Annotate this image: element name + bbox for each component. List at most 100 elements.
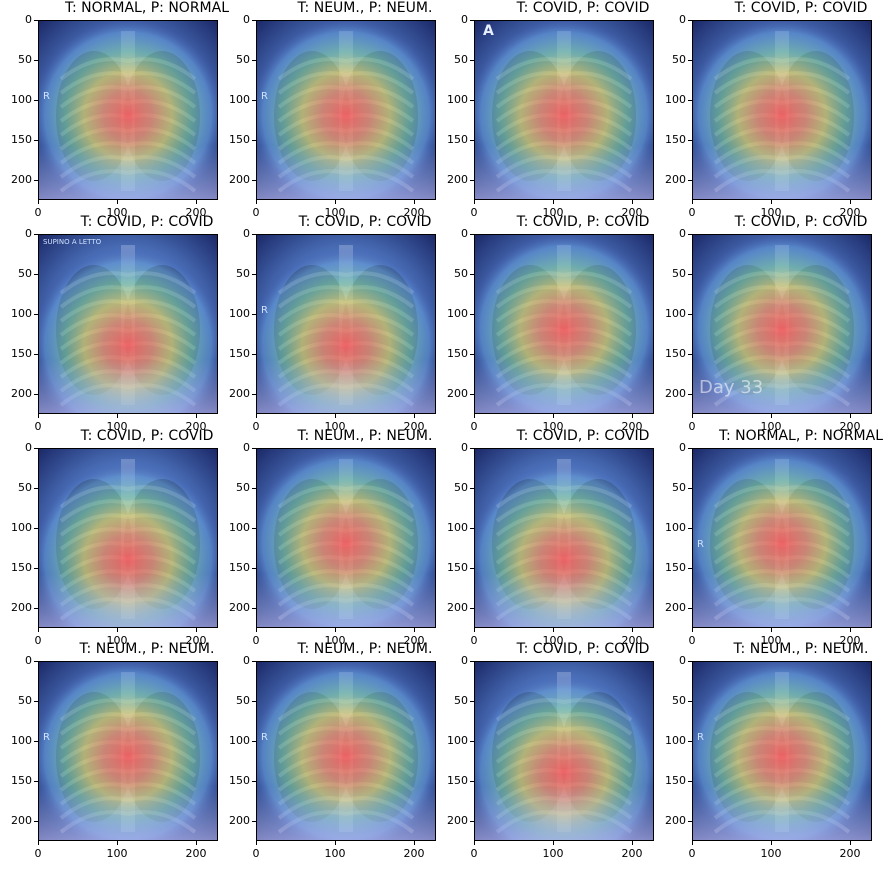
panel-title: T: COVID, P: COVID [734, 0, 868, 16]
x-tick-label: 0 [677, 841, 707, 860]
heatmap-panel: T: NEUM., P: NEUM. R 0 50 100 150 200 0 100 200 [229, 641, 474, 879]
image-overlay-label: R [43, 91, 50, 102]
image-overlay-label: R [261, 732, 268, 743]
x-tick-label: 200 [617, 414, 647, 433]
x-tick-label: 100 [102, 841, 132, 860]
xray-heatmap-image: R [38, 661, 218, 841]
x-tick-label: 0 [241, 414, 271, 433]
y-tick-label: 200 [11, 814, 38, 827]
panel-title: T: NEUM., P: NEUM. [79, 641, 215, 657]
panel-title: T: COVID, P: COVID [80, 428, 214, 444]
y-tick-label: 50 [10, 53, 38, 66]
y-tick-label: 200 [229, 601, 256, 614]
y-tick-label: 50 [10, 694, 38, 707]
y-tick-label: 150 [11, 774, 38, 787]
y-tick-label: 200 [11, 173, 38, 186]
x-tick-label: 100 [102, 628, 132, 647]
y-tick-label: 200 [11, 601, 38, 614]
y-tick-label: 50 [228, 267, 256, 280]
y-tick-label: 150 [229, 774, 256, 787]
panel-title: T: NEUM., P: NEUM. [297, 428, 433, 444]
y-tick-label: 50 [446, 694, 474, 707]
xray-heatmap-image: R [256, 661, 436, 841]
x-tick-label: 200 [399, 200, 429, 219]
y-tick-label: 50 [228, 481, 256, 494]
x-tick-label: 0 [459, 200, 489, 219]
panel-title: T: NEUM., P: NEUM. [297, 0, 433, 16]
y-tick-label: 100 [665, 734, 692, 747]
panel-title: T: NORMAL, P: NORMAL [718, 428, 884, 444]
y-tick-label: 150 [447, 347, 474, 360]
y-tick-label: 100 [11, 307, 38, 320]
heatmap-panel: T: NEUM., P: NEUM. R 0 50 100 150 200 0 100 200 [11, 641, 256, 879]
y-tick-label: 0 [664, 441, 692, 454]
y-tick-label: 50 [10, 481, 38, 494]
x-tick-label: 200 [835, 628, 865, 647]
x-tick-label: 100 [756, 628, 786, 647]
y-tick-label: 150 [665, 347, 692, 360]
y-tick-label: 0 [10, 227, 38, 240]
image-overlay-label: SUPINO A LETTO [43, 238, 102, 246]
y-tick-label: 200 [665, 601, 692, 614]
panel-title: T: COVID, P: COVID [80, 214, 214, 230]
y-tick-label: 50 [664, 53, 692, 66]
heatmap-panel: T: COVID, P: COVID 0 50 100 150 200 0 100 200 [447, 214, 692, 452]
y-tick-label: 150 [447, 774, 474, 787]
y-tick-label: 150 [11, 561, 38, 574]
x-tick-label: 100 [538, 628, 568, 647]
xray-heatmap-image: R [256, 20, 436, 200]
y-tick-label: 150 [665, 133, 692, 146]
x-tick-label: 200 [181, 200, 211, 219]
x-tick-label: 200 [181, 628, 211, 647]
y-tick-label: 150 [229, 133, 256, 146]
y-tick-label: 200 [447, 814, 474, 827]
y-tick-label: 200 [11, 387, 38, 400]
y-tick-label: 0 [446, 227, 474, 240]
y-tick-label: 0 [228, 227, 256, 240]
panel-title: T: NEUM., P: NEUM. [733, 641, 869, 657]
y-tick-label: 100 [665, 93, 692, 106]
y-tick-label: 200 [447, 173, 474, 186]
image-overlay-label: R [261, 91, 268, 102]
panel-title: T: NORMAL, P: NORMAL [64, 0, 230, 16]
x-tick-label: 200 [399, 414, 429, 433]
x-tick-label: 0 [677, 200, 707, 219]
y-tick-label: 0 [10, 441, 38, 454]
panel-title: T: COVID, P: COVID [734, 214, 868, 230]
panel-title: T: NEUM., P: NEUM. [297, 641, 433, 657]
heatmap-panel: T: NORMAL, P: NORMAL R 0 50 100 150 200 0 100 20… [665, 428, 888, 666]
xray-heatmap-image: A [474, 20, 654, 200]
y-tick-label: 100 [11, 734, 38, 747]
x-tick-label: 100 [320, 414, 350, 433]
xray-heatmap-image [474, 448, 654, 628]
y-tick-label: 50 [228, 694, 256, 707]
y-tick-label: 100 [665, 521, 692, 534]
xray-heatmap-image: Day 33 [692, 234, 872, 414]
y-tick-label: 200 [665, 814, 692, 827]
x-tick-label: 200 [835, 841, 865, 860]
x-tick-label: 200 [399, 841, 429, 860]
xray-heatmap-image [474, 234, 654, 414]
heatmap-panel: T: COVID, P: COVID 0 50 100 150 200 0 100 200 [447, 428, 692, 666]
x-tick-label: 0 [459, 628, 489, 647]
x-tick-label: 0 [677, 414, 707, 433]
y-tick-label: 100 [447, 307, 474, 320]
x-tick-label: 100 [320, 841, 350, 860]
y-tick-label: 50 [664, 694, 692, 707]
x-tick-label: 0 [241, 200, 271, 219]
y-tick-label: 200 [447, 387, 474, 400]
y-tick-label: 200 [447, 601, 474, 614]
y-tick-label: 0 [228, 654, 256, 667]
x-tick-label: 200 [399, 628, 429, 647]
image-overlay-label: R [261, 305, 268, 316]
x-tick-label: 200 [617, 841, 647, 860]
heatmap-panel: T: COVID, P: COVID 0 50 100 150 200 0 100 200 [447, 641, 692, 879]
panel-title: T: COVID, P: COVID [516, 0, 650, 16]
heatmap-panel: T: COVID, P: COVID 0 50 100 150 200 0 100 200 [665, 0, 888, 238]
xray-heatmap-image: R [256, 234, 436, 414]
y-tick-label: 150 [229, 347, 256, 360]
x-tick-label: 100 [756, 841, 786, 860]
y-tick-label: 100 [229, 307, 256, 320]
y-tick-label: 150 [447, 133, 474, 146]
